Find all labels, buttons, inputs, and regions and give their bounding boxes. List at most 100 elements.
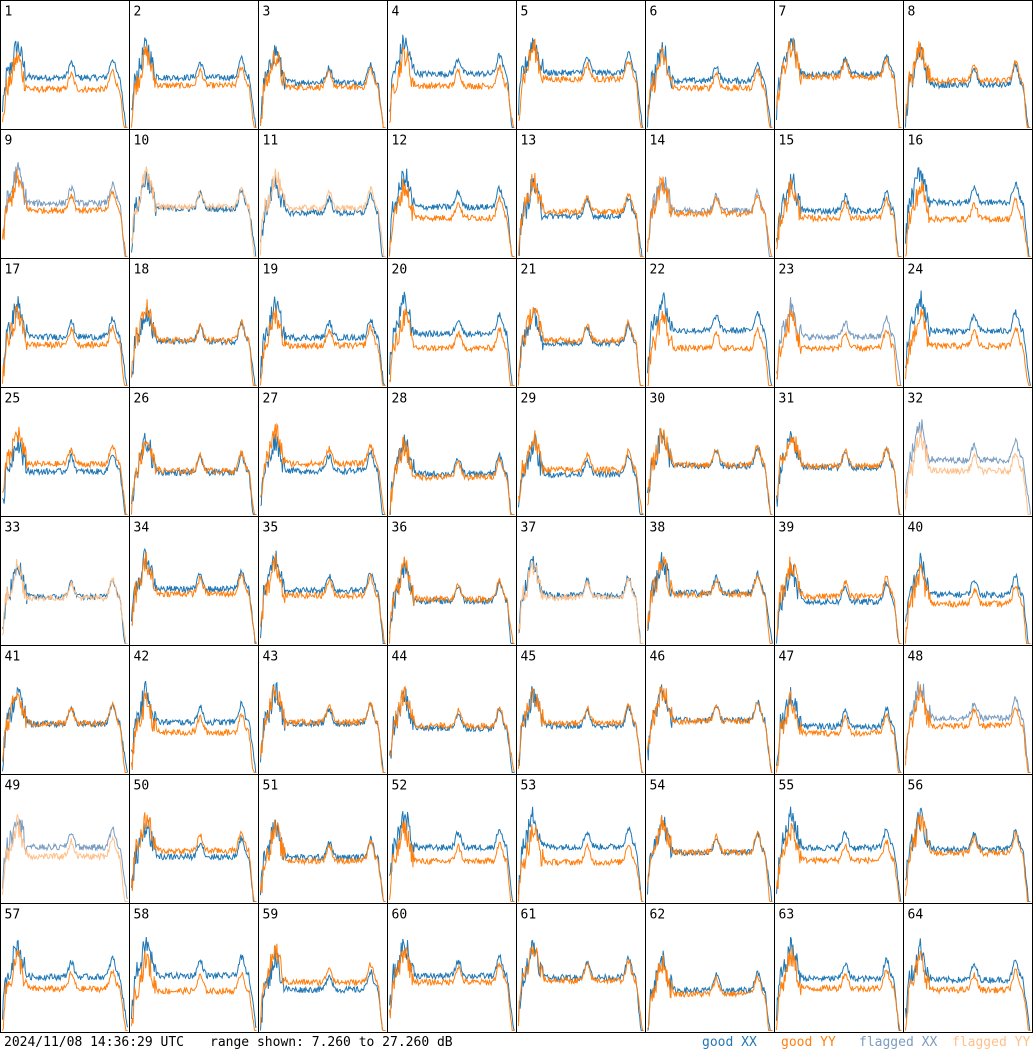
series-good-yy [776, 309, 902, 386]
panel-label: 53 [521, 779, 537, 794]
series-good-xx [905, 43, 1031, 128]
series-good-xx [131, 547, 257, 644]
series-good-xx [2, 296, 128, 386]
series-good-yy [647, 686, 773, 773]
panel-6: 6 [645, 0, 775, 130]
series-good-yy [131, 46, 257, 128]
series-good-yy [647, 814, 773, 902]
panel-frame [387, 516, 517, 646]
series-good-yy [260, 943, 386, 1031]
panel-52: 52 [387, 774, 517, 904]
panel-36: 36 [387, 516, 517, 646]
series-good-yy [518, 430, 644, 515]
panel-34: 34 [129, 516, 259, 646]
series-good-yy [647, 427, 773, 515]
series-good-yy [260, 307, 386, 386]
panel-label: 31 [779, 392, 795, 407]
series-good-xx [905, 290, 1031, 386]
series-good-xx [776, 806, 902, 902]
series-good-yy [518, 946, 644, 1031]
series-good-yy [131, 299, 257, 386]
panel-63: 63 [774, 903, 904, 1033]
series-flagged-yy [131, 166, 257, 257]
panel-label: 21 [521, 263, 537, 278]
panel-2: 2 [129, 0, 259, 130]
series-good-yy [131, 951, 257, 1031]
series-good-xx [905, 167, 1031, 257]
series-good-yy [905, 41, 1031, 128]
panel-label: 41 [5, 650, 21, 665]
panel-14: 14 [645, 129, 775, 259]
series-good-xx [647, 292, 773, 386]
series-good-xx [647, 41, 773, 128]
series-flagged-yy [2, 558, 128, 644]
panel-19: 19 [258, 258, 388, 388]
panel-10: 10 [129, 129, 259, 259]
panel-label: 34 [134, 521, 150, 536]
panel-frame [129, 387, 259, 517]
panel-9: 9 [0, 129, 130, 259]
series-good-xx [260, 948, 386, 1031]
series-good-yy [389, 436, 515, 515]
panel-label: 64 [908, 908, 924, 923]
panel-label: 1 [5, 5, 13, 20]
panel-label: 58 [134, 908, 150, 923]
series-good-yy [776, 179, 902, 257]
panel-16: 16 [903, 129, 1033, 259]
panel-label: 39 [779, 521, 795, 536]
series-good-yy [518, 172, 644, 257]
panel-frame [0, 774, 130, 904]
series-good-xx [2, 434, 128, 515]
panel-15: 15 [774, 129, 904, 259]
panel-26: 26 [129, 387, 259, 517]
series-good-xx [2, 686, 128, 773]
panel-label: 44 [392, 650, 408, 665]
series-good-yy [647, 556, 773, 644]
panel-22: 22 [645, 258, 775, 388]
panel-frame [645, 903, 775, 1033]
panel-label: 63 [779, 908, 795, 923]
panel-label: 9 [5, 134, 13, 149]
panel-frame [0, 129, 130, 259]
series-flagged-yy [905, 429, 1031, 515]
panel-7: 7 [774, 0, 904, 130]
series-good-yy [776, 39, 902, 128]
series-good-xx [260, 550, 386, 644]
footer-bar: 2024/11/08 14:36:29 UTC range shown: 7.2… [0, 1033, 1033, 1053]
series-good-yy [2, 51, 128, 128]
panel-frame [0, 516, 130, 646]
panel-frame [645, 258, 775, 388]
panel-56: 56 [903, 774, 1033, 904]
panel-frame [774, 903, 904, 1033]
series-flagged-xx [776, 297, 902, 386]
panel-frame [129, 0, 259, 130]
panel-40: 40 [903, 516, 1033, 646]
panel-25: 25 [0, 387, 130, 517]
panel-47: 47 [774, 645, 904, 775]
panel-23: 23 [774, 258, 904, 388]
panel-35: 35 [258, 516, 388, 646]
series-good-xx [260, 45, 386, 128]
series-good-yy [647, 310, 773, 386]
panel-20: 20 [387, 258, 517, 388]
panel-57: 57 [0, 903, 130, 1033]
panel-frame [258, 903, 388, 1033]
panel-48: 48 [903, 645, 1033, 775]
panel-label: 38 [650, 521, 666, 536]
panel-label: 48 [908, 650, 924, 665]
panel-46: 46 [645, 645, 775, 775]
series-good-yy [905, 563, 1031, 644]
panel-label: 30 [650, 392, 666, 407]
series-good-yy [518, 688, 644, 773]
series-good-yy [2, 426, 128, 515]
panel-label: 32 [908, 392, 924, 407]
panel-label: 25 [5, 392, 21, 407]
series-good-xx [2, 40, 128, 128]
panel-frame [516, 774, 646, 904]
panel-29: 29 [516, 387, 646, 517]
panel-38: 38 [645, 516, 775, 646]
panel-44: 44 [387, 645, 517, 775]
panel-49: 49 [0, 774, 130, 904]
